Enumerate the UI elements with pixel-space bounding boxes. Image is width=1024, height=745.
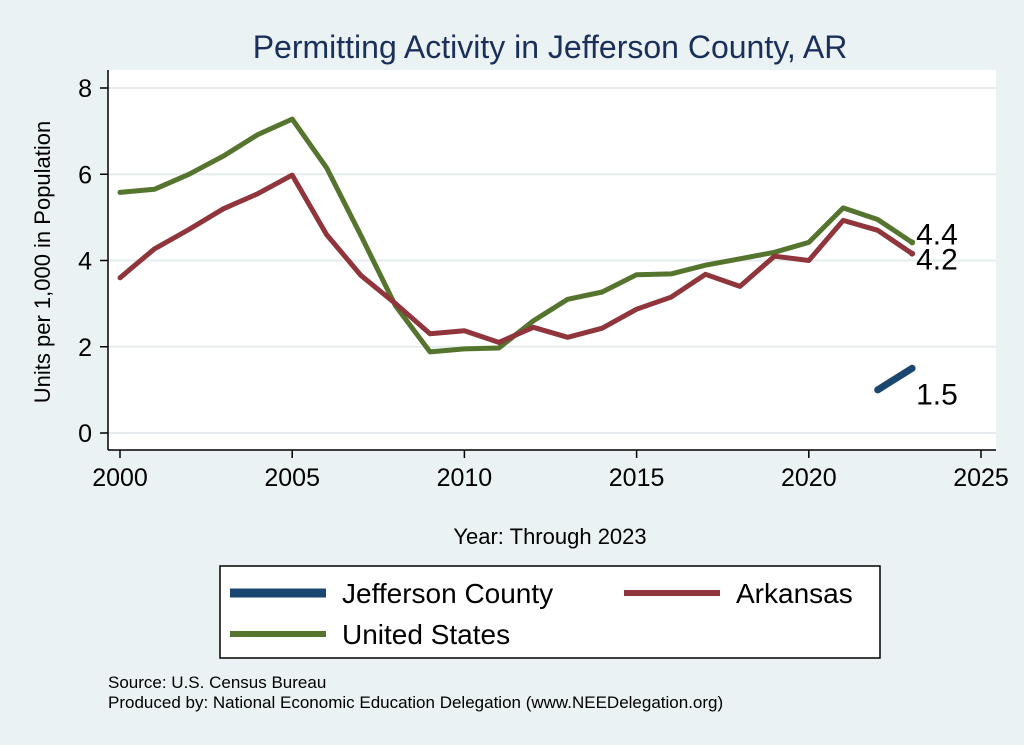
x-tick-label-2000: 2000 — [92, 464, 148, 492]
y-tick-label-0: 0 — [78, 420, 92, 448]
series-end-marker-jefferson-county — [909, 365, 916, 372]
produced-by-line: Produced by: National Economic Education… — [108, 693, 723, 712]
legend-label-jefferson-county: Jefferson County — [342, 578, 553, 609]
x-tick-label-2015: 2015 — [609, 464, 665, 492]
end-label-arkansas: 4.2 — [916, 244, 958, 277]
series-end-marker-united-states — [909, 239, 916, 246]
x-axis-title: Year: Through 2023 — [453, 524, 646, 549]
series-layer — [117, 116, 916, 394]
legend-label-united-states: United States — [342, 619, 510, 650]
end-labels: 1.5 4.24.4 — [916, 218, 958, 411]
y-axis-title: Units per 1,000 in Population — [30, 121, 55, 404]
end-label-united-states: 4.4 — [916, 218, 958, 251]
series-line-jefferson-county — [874, 364, 916, 394]
end-label-jefferson-county: 1.5 — [916, 378, 958, 411]
legend-box — [219, 565, 881, 659]
x-tick-label-2005: 2005 — [264, 464, 320, 492]
y-tick-label-6: 6 — [78, 161, 92, 189]
y-tick-label-2: 2 — [78, 334, 92, 362]
gridlines — [108, 87, 996, 434]
x-tick-label-2020: 2020 — [781, 464, 837, 492]
legend: Jefferson County Arkansas United States — [219, 565, 881, 659]
chart-title: Permitting Activity in Jefferson County,… — [253, 29, 848, 65]
y-tick-label-8: 8 — [78, 75, 92, 103]
y-tick-label-4: 4 — [78, 248, 92, 276]
source-line: Source: U.S. Census Bureau — [108, 673, 326, 692]
series-line-arkansas — [117, 172, 915, 345]
series-end-marker-arkansas — [909, 250, 916, 257]
x-tick-label-2025: 2025 — [953, 464, 1009, 492]
x-tick-label-2010: 2010 — [437, 464, 493, 492]
legend-label-arkansas: Arkansas — [736, 578, 853, 609]
axes: 0 2 4 6 8 2000 2005 2010 2015 2020 2025 — [78, 70, 1009, 492]
